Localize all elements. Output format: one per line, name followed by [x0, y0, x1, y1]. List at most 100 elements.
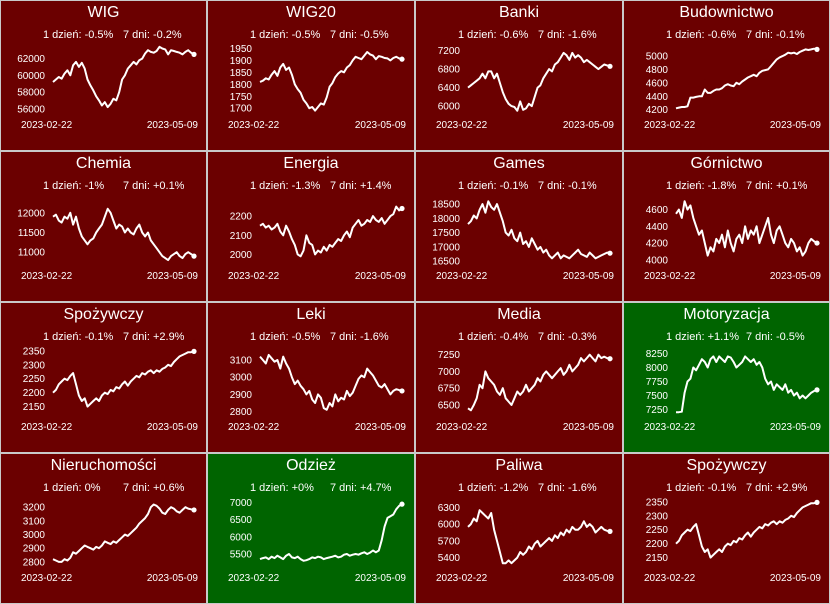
change-7-days: 7 dni: +4.7% — [330, 482, 392, 494]
y-tick-label: 4600 — [646, 205, 669, 216]
last-value-point — [399, 56, 405, 62]
chart-panel: Leki 1 dzień: -0.5% 7 dni: -1.6% 2023-02-22… — [207, 302, 415, 453]
y-tick-label: 58000 — [17, 88, 45, 99]
y-tick-label: 2000 — [230, 250, 253, 261]
last-value-point — [607, 250, 613, 256]
change-7-days: 7 dni: +2.9% — [123, 331, 185, 343]
y-tick-label: 2200 — [230, 212, 253, 223]
last-value-point — [607, 63, 613, 69]
y-tick-label: 56000 — [17, 104, 45, 115]
y-tick-label: 17500 — [432, 228, 460, 239]
change-7-days: 7 dni: -0.3% — [538, 331, 597, 343]
x-tick-start-date: 2023-02-22 — [21, 422, 73, 433]
y-tick-label: 6750 — [438, 384, 461, 395]
chart-title: Media — [497, 306, 541, 323]
series-line — [52, 503, 195, 563]
chart-title: Paliwa — [495, 457, 543, 474]
y-tick-label: 1900 — [230, 56, 253, 67]
series-line — [676, 355, 818, 414]
x-tick-end-date: 2023-05-09 — [562, 422, 614, 433]
chart-panel: Górnictwo 1 dzień: -1.8% 7 dni: +0.1% 2023-… — [623, 151, 830, 302]
y-tick-label: 17000 — [432, 242, 460, 253]
y-tick-label: 1800 — [230, 80, 253, 91]
y-tick-label: 8250 — [646, 349, 669, 360]
y-tick-label: 2800 — [230, 407, 253, 418]
x-tick-start-date: 2023-02-22 — [21, 271, 73, 282]
y-tick-label: 3200 — [23, 503, 46, 514]
line-plot: 2150 2200 2250 2300 2350 — [23, 346, 197, 413]
chart-title: Games — [493, 155, 545, 172]
y-tick-label: 6000 — [438, 102, 461, 113]
y-tick-label: 7750 — [646, 377, 669, 388]
change-1-day: 1 dzień: -0.5% — [250, 331, 321, 343]
y-tick-label: 8000 — [646, 363, 669, 374]
chart-title: Nieruchomości — [50, 457, 157, 474]
y-tick-label: 18500 — [432, 200, 460, 211]
change-7-days: 7 dni: -0.5% — [746, 331, 805, 343]
line-plot: 4000 4200 4400 4600 — [646, 200, 820, 266]
y-tick-label: 2300 — [23, 360, 46, 371]
y-tick-label: 6800 — [438, 65, 461, 76]
y-tick-label: 4200 — [646, 105, 669, 116]
y-tick-label: 6400 — [438, 83, 461, 94]
line-plot: 4200 4400 4600 4800 5000 — [646, 46, 820, 116]
series-line — [52, 45, 195, 109]
series-line — [259, 205, 403, 258]
y-tick-label: 2350 — [646, 497, 669, 508]
y-tick-label: 1700 — [230, 104, 253, 115]
x-tick-end-date: 2023-05-09 — [562, 120, 614, 131]
y-tick-label: 5700 — [438, 536, 461, 547]
x-tick-end-date: 2023-05-09 — [354, 573, 406, 584]
change-1-day: 1 dzień: 0% — [43, 482, 101, 494]
y-tick-label: 11500 — [18, 228, 46, 239]
y-tick-label: 18000 — [432, 214, 460, 225]
series-line — [467, 200, 611, 260]
change-1-day: 1 dzień: -0.5% — [250, 29, 321, 41]
change-1-day: 1 dzień: -1.3% — [250, 180, 321, 192]
y-tick-label: 4600 — [646, 78, 669, 89]
chart-panel: WIG 1 dzień: -0.5% 7 dni: -0.2% 2023-02-22 2… — [0, 0, 207, 151]
change-1-day: 1 dzień: -1.8% — [666, 180, 737, 192]
x-tick-start-date: 2023-02-22 — [644, 573, 696, 584]
x-tick-start-date: 2023-02-22 — [228, 573, 280, 584]
chart-title: Spożywczy — [686, 457, 767, 474]
y-tick-label: 5000 — [646, 52, 669, 63]
chart-panel: Paliwa 1 dzień: -1.2% 7 dni: -1.6% 2023-02-… — [415, 453, 623, 604]
y-tick-label: 6300 — [438, 503, 461, 514]
line-plot: 2800 2900 3000 3100 3200 — [23, 503, 197, 568]
y-tick-label: 2900 — [23, 544, 46, 555]
x-tick-end-date: 2023-05-09 — [562, 573, 614, 584]
chart-panel: Nieruchomości 1 dzień: 0% 7 dni: +0.6% 2023… — [0, 453, 207, 604]
chart-title: Spożywczy — [63, 306, 144, 323]
chart-panel: Energia 1 dzień: -1.3% 7 dni: +1.4% 2023-02… — [207, 151, 415, 302]
chart-panel: Games 1 dzień: -0.1% 7 dni: -0.1% 2023-02-2… — [415, 151, 623, 302]
x-tick-start-date: 2023-02-22 — [644, 422, 696, 433]
line-plot: 2000 2100 2200 — [230, 205, 405, 261]
last-value-point — [607, 528, 613, 534]
series-line — [52, 207, 195, 262]
chart-panel: Chemia 1 dzień: -1% 7 dni: +0.1% 2023-02-22… — [0, 151, 207, 302]
y-tick-label: 3000 — [230, 373, 253, 384]
last-value-point — [814, 499, 820, 505]
line-plot: 2800 2900 3000 3100 — [230, 353, 405, 418]
line-plot: 5400 5700 6000 6300 — [438, 503, 613, 565]
y-tick-label: 6000 — [230, 532, 253, 543]
change-7-days: 7 dni: -1.6% — [538, 482, 597, 494]
x-tick-start-date: 2023-02-22 — [644, 271, 696, 282]
y-tick-label: 3100 — [23, 516, 46, 527]
series-line — [467, 509, 611, 565]
y-tick-label: 7250 — [438, 350, 461, 361]
series-line — [675, 200, 818, 257]
x-tick-end-date: 2023-05-09 — [146, 573, 198, 584]
y-tick-label: 3100 — [230, 356, 253, 367]
series-line — [259, 353, 403, 411]
change-7-days: 7 dni: -0.1% — [746, 29, 805, 41]
x-tick-start-date: 2023-02-22 — [228, 271, 280, 282]
change-7-days: 7 dni: -1.6% — [330, 331, 389, 343]
series-line — [467, 353, 611, 412]
y-tick-label: 2300 — [646, 511, 669, 522]
x-tick-start-date: 2023-02-22 — [436, 422, 488, 433]
last-value-point — [399, 388, 405, 394]
change-7-days: 7 dni: -0.1% — [538, 180, 597, 192]
